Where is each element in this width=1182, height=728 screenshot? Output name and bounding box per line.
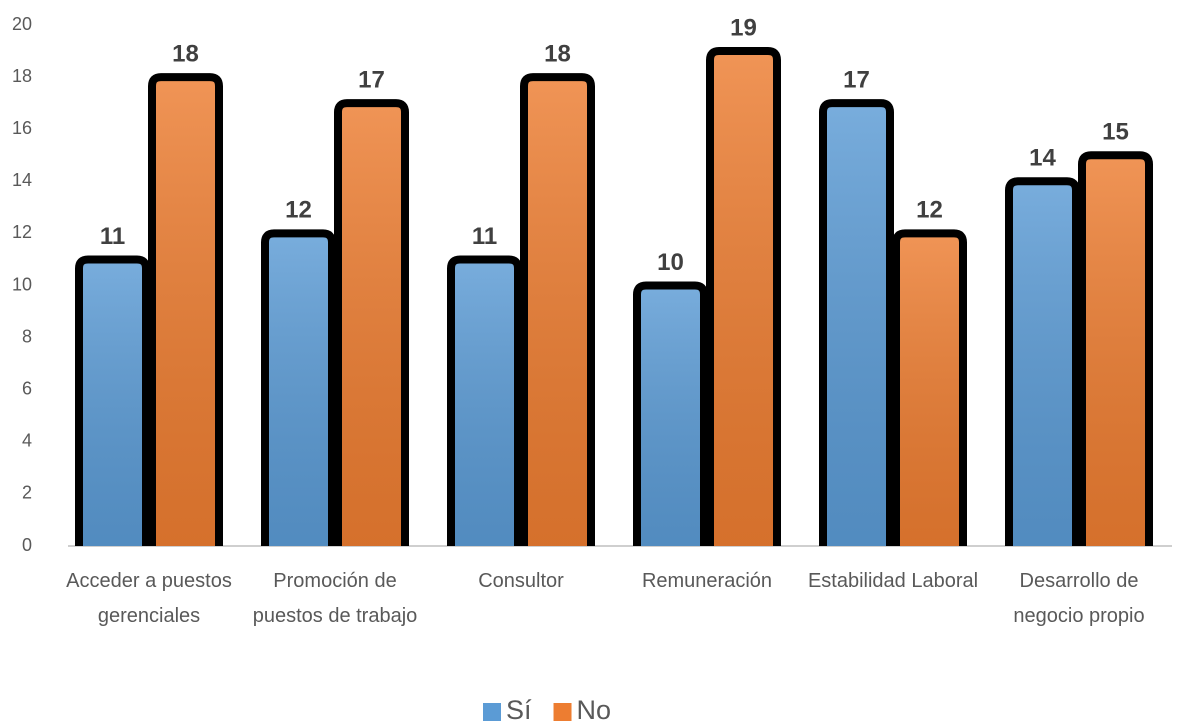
y-tick-label: 14 — [12, 170, 32, 190]
y-tick-label: 8 — [22, 326, 32, 346]
bar-shade — [79, 259, 146, 546]
bar-shade — [451, 259, 518, 546]
bar-shade — [265, 233, 332, 546]
data-label: 17 — [843, 66, 870, 93]
data-label: 18 — [172, 40, 199, 67]
y-tick-label: 6 — [22, 378, 32, 398]
bar-outline — [819, 99, 894, 546]
data-label: 11 — [472, 223, 497, 250]
legend-swatch — [553, 703, 572, 721]
bar-shade — [637, 285, 704, 546]
bar-outline — [75, 255, 150, 546]
bar-group — [334, 99, 409, 547]
x-tick-label: Acceder a puestos gerenciales — [66, 570, 232, 627]
bar-outline — [520, 73, 595, 546]
bar-group — [1005, 177, 1080, 547]
bar-group — [148, 73, 223, 546]
bar-shade — [338, 103, 405, 547]
bar-group — [892, 229, 967, 546]
data-label: 18 — [544, 40, 571, 67]
bar-outline — [633, 281, 708, 546]
bar-outline — [334, 99, 409, 546]
bar-shade — [524, 77, 591, 546]
bar-shade — [152, 77, 219, 546]
data-label: 14 — [1029, 145, 1056, 172]
bar-outline — [1078, 151, 1153, 546]
data-label: 12 — [285, 197, 312, 224]
y-tick-label: 12 — [12, 222, 32, 242]
bar-outline — [706, 47, 781, 546]
data-label: 10 — [657, 249, 684, 276]
bar-shade — [896, 233, 963, 546]
y-tick-label: 4 — [22, 431, 32, 451]
x-tick-label: Promoción de puestos de trabajo — [252, 570, 418, 627]
bar-group — [75, 255, 150, 546]
bar-shade — [823, 103, 890, 547]
data-label: 11 — [100, 223, 125, 250]
bar-group — [520, 73, 595, 546]
data-label: 17 — [358, 66, 385, 93]
y-tick-label: 10 — [12, 274, 32, 294]
y-tick-label: 2 — [22, 483, 32, 503]
bar-group — [261, 229, 336, 546]
bar-outline — [447, 255, 522, 546]
bar-shade — [710, 51, 777, 547]
data-label: 15 — [1102, 119, 1129, 146]
x-tick-label: Estabilidad Laboral — [807, 570, 979, 592]
x-tick-label: Consultor — [478, 570, 564, 592]
bar-outline — [148, 73, 223, 546]
bar-outline — [892, 229, 967, 546]
x-tick-label: Desarrollo de negocio propio — [1013, 570, 1145, 627]
bar-shade — [1082, 155, 1149, 546]
bar-group — [706, 47, 781, 547]
data-label: 12 — [916, 197, 943, 224]
legend-label: Sí — [506, 695, 532, 725]
legend-label: No — [577, 695, 612, 725]
y-tick-label: 18 — [12, 66, 32, 86]
x-tick-label: Remuneración — [641, 570, 773, 592]
bar-group — [447, 255, 522, 546]
bar-outline — [261, 229, 336, 546]
bar-group — [633, 281, 708, 546]
bar-outline — [1005, 177, 1080, 546]
bar-group — [1078, 151, 1153, 546]
data-label: 19 — [730, 14, 757, 41]
bar-shade — [1009, 181, 1076, 547]
y-tick-label: 0 — [22, 535, 32, 555]
y-tick-label: 20 — [12, 14, 32, 34]
bar-group — [819, 99, 894, 547]
y-tick-label: 16 — [12, 118, 32, 138]
legend-swatch — [483, 703, 501, 721]
